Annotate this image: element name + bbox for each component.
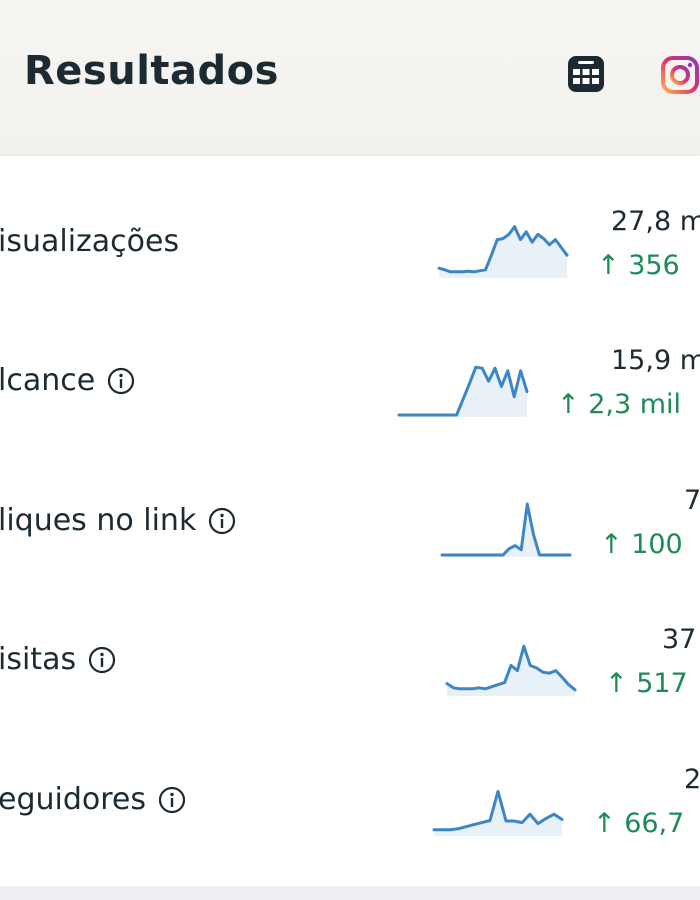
sparkline-chart [440, 502, 572, 557]
metric-value: 7 [684, 485, 700, 516]
sparkline-chart [445, 644, 577, 696]
sparkline-area [447, 646, 575, 696]
metric-change: ↑ 2,3 mil [557, 389, 682, 420]
metric-change: ↑ 100 [600, 529, 683, 560]
metric-change: ↑ 66,7 [593, 808, 685, 839]
metric-value: 15,9 m [611, 345, 700, 376]
metric-label: isitas [0, 642, 116, 677]
sparkline-line [445, 644, 577, 692]
page-title: Resultados [24, 48, 279, 94]
metric-change: ↑ 517 [605, 668, 688, 699]
table-icon[interactable] [567, 55, 605, 93]
sparkline-area [434, 791, 562, 836]
metric-label-text: lcance [0, 363, 96, 398]
sparkline-line [437, 225, 569, 274]
metric-row[interactable]: isualizações 27,8 m ↑ 356 [0, 174, 700, 313]
metric-label-text: isitas [0, 642, 77, 677]
metric-label-text: isualizações [0, 224, 180, 259]
info-icon[interactable] [107, 367, 135, 395]
metric-row[interactable]: isitas 37 ↑ 517 [0, 592, 700, 731]
bottom-divider [0, 886, 700, 900]
metric-row[interactable]: lcance 15,9 m ↑ 2,3 mil [0, 313, 700, 452]
instagram-icon[interactable] [660, 55, 700, 95]
metric-row[interactable]: eguidores 2 ↑ 66,7 [0, 732, 700, 871]
info-icon[interactable] [88, 646, 116, 674]
info-icon[interactable] [158, 786, 186, 814]
metric-label: isualizações [0, 224, 179, 259]
metric-row[interactable]: liques no link 7 ↑ 100 [0, 453, 700, 592]
sparkline-line [440, 502, 572, 557]
metric-value: 27,8 m [611, 206, 700, 237]
metric-label: lcance [0, 363, 135, 398]
metric-label-text: liques no link [0, 503, 197, 538]
sparkline-area [399, 367, 527, 417]
info-icon[interactable] [208, 507, 236, 535]
sparkline-area [442, 504, 570, 557]
sparkline-line [432, 789, 564, 832]
metric-value: 37 [662, 624, 697, 655]
metric-label: eguidores [0, 782, 186, 817]
metric-label: liques no link [0, 503, 236, 538]
results-card: isualizações 27,8 m ↑ 356 lcance 15,9 m ↑ 2,3… [0, 156, 700, 886]
sparkline-chart [397, 365, 529, 417]
sparkline-chart [437, 225, 569, 278]
header: Resultados [0, 0, 700, 155]
metric-value: 2 [684, 764, 700, 795]
metric-change: ↑ 356 [597, 250, 680, 281]
sparkline-area [439, 226, 567, 278]
metric-label-text: eguidores [0, 782, 147, 817]
sparkline-chart [432, 789, 564, 836]
sparkline-line [397, 365, 529, 417]
